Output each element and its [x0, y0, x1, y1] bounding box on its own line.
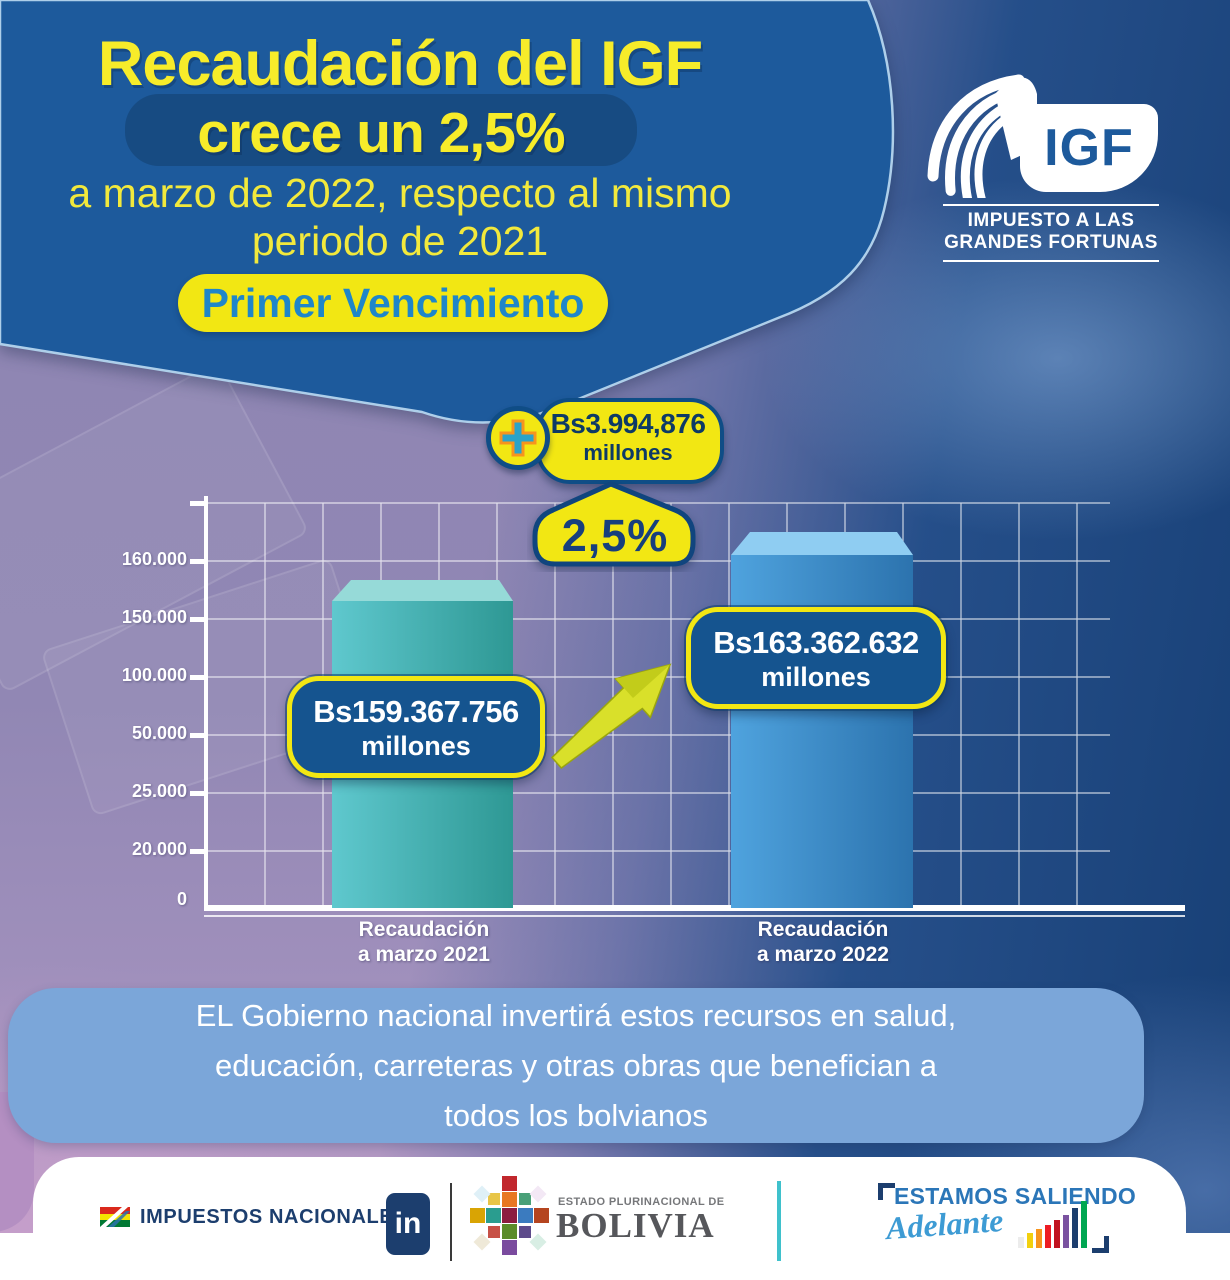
- message-box: EL Gobierno nacional invertirá estos rec…: [8, 988, 1144, 1143]
- ytick-25000: 25.000: [131, 781, 187, 801]
- message-line2: educación, carreteras y otras obras que …: [214, 1047, 938, 1083]
- divider-line: [943, 204, 1159, 206]
- ytick-100000: 100.000: [121, 665, 187, 685]
- ytick-20000: 20.000: [131, 839, 187, 859]
- message-line1: EL Gobierno nacional invertirá estos rec…: [195, 997, 957, 1033]
- increase-amount: Bs3.994,876: [550, 408, 706, 439]
- value-2022-unit: millones: [761, 662, 871, 692]
- subtitle-line2: periodo de 2021: [251, 218, 549, 264]
- footer-bottom-strip: [0, 1233, 1230, 1280]
- increase-badge-panel: [536, 398, 724, 484]
- primer-vencimiento-label: Primer Vencimiento: [201, 279, 585, 326]
- xlabel-2022: Recaudación a marzo 2022: [697, 917, 949, 967]
- ytick-150000: 150.000: [121, 607, 187, 627]
- growth-percent-label: 2,5%: [561, 510, 669, 561]
- in-logo: in: [386, 1193, 430, 1255]
- page-title-line2: crece un 2,5%: [197, 101, 565, 165]
- xlabel-2021-line1: Recaudación: [358, 918, 490, 941]
- igf-caption-line1: IMPUESTO A LAS: [967, 210, 1135, 231]
- plus-icon: [486, 406, 550, 470]
- subtitle-line1: a marzo de 2022, respecto al mismo: [68, 170, 732, 216]
- ytick-50000: 50.000: [131, 723, 187, 743]
- message-line3: todos los bolvianos: [444, 1097, 708, 1133]
- value-badge-2022: Bs163.362.632 millones: [686, 607, 946, 709]
- footer-divider-teal: [777, 1181, 781, 1261]
- divider-line: [943, 260, 1159, 262]
- xlabel-2021-line2: a marzo 2021: [358, 943, 490, 966]
- title-backdrop: [125, 94, 637, 166]
- bar-2022: [731, 532, 913, 908]
- xlabel-2022-line2: a marzo 2022: [757, 943, 889, 966]
- in-monogram: in: [394, 1207, 422, 1240]
- adelante-label: Adelante: [884, 1201, 1005, 1247]
- growth-badge: 2,5%: [527, 480, 703, 572]
- chakana-icon: [470, 1176, 549, 1255]
- growth-arrow-icon: [550, 663, 672, 769]
- value-badge-2021: Bs159.367.756 millones: [287, 676, 545, 778]
- primer-vencimiento-badge: Primer Vencimiento: [178, 274, 608, 332]
- igf-acronym-badge: IGF: [1020, 104, 1158, 192]
- estado-plurinacional-label: ESTADO PLURINACIONAL DE: [558, 1196, 725, 1208]
- page-title: Recaudación del IGF: [97, 29, 703, 99]
- xlabel-2022-line1: Recaudación: [757, 918, 889, 941]
- igf-logo: IGF IMPUESTO A LAS GRANDES FORTUNAS: [915, 48, 1175, 268]
- chart-axis: [190, 496, 1185, 917]
- igf-acronym: IGF: [1044, 119, 1134, 177]
- bracket-icon: [878, 1183, 895, 1200]
- value-2021-unit: millones: [361, 731, 471, 761]
- increase-badge: Bs3.994,876 millones: [486, 396, 724, 484]
- value-2021-amount: Bs159.367.756: [313, 694, 519, 729]
- xlabel-2021: Recaudación a marzo 2021: [298, 917, 550, 967]
- adelante-bars-icon: [1018, 1201, 1087, 1248]
- adelante-logo: ESTAMOS SALIENDO Adelante: [878, 1180, 1178, 1260]
- ytick-160000: 160.000: [121, 549, 187, 569]
- impuestos-nacionales-label: IMPUESTOS NACIONALES: [140, 1206, 408, 1228]
- estamos-saliendo-label: ESTAMOS SALIENDO: [894, 1183, 1137, 1209]
- igf-caption-line2: GRANDES FORTUNAS: [944, 232, 1158, 253]
- footer-divider: [450, 1183, 452, 1261]
- bracket-icon: [1092, 1236, 1109, 1253]
- increase-unit: millones: [583, 440, 673, 465]
- bolivia-flag-icon: [100, 1207, 130, 1227]
- bolivia-label: BOLIVIA: [556, 1206, 715, 1245]
- value-2022-amount: Bs163.362.632: [713, 625, 919, 660]
- ytick-0: 0: [176, 889, 187, 909]
